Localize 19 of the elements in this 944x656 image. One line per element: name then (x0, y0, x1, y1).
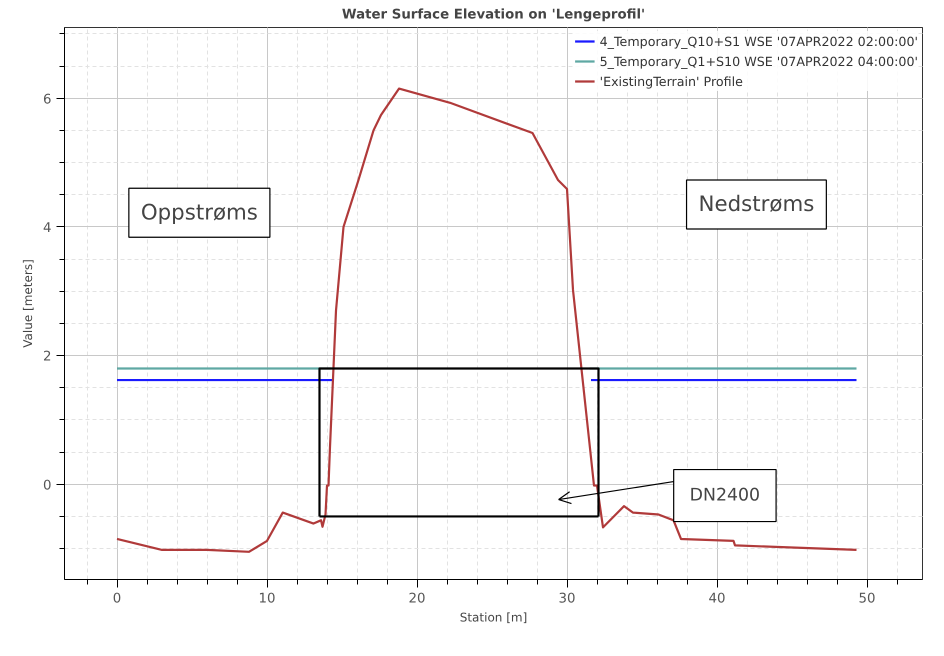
legend-label: 'ExistingTerrain' Profile (600, 74, 743, 88)
legend-label: 5_Temporary_Q1+S10 WSE '07APR2022 04:00:00' (600, 54, 918, 68)
x-tick-label: 10 (258, 592, 276, 606)
annotation: Oppstrøms (140, 200, 258, 226)
y-axis-title: Value [meters] (21, 259, 36, 348)
x-tick-label: 0 (112, 592, 122, 606)
x-tick-label: 30 (558, 592, 576, 606)
y-tick-label: 4 (43, 220, 52, 236)
y-tick-label: 0 (43, 478, 52, 494)
annotation: DN2400 (690, 486, 760, 506)
x-axis-title: Station [m] (460, 610, 528, 624)
y-tick-label: 6 (43, 92, 52, 108)
y-tick-label: 2 (43, 350, 52, 365)
legend-label: 4_Temporary_Q10+S1 WSE '07APR2022 02:00:00' (600, 34, 918, 48)
annotation: Nedstrøms (698, 192, 814, 217)
x-tick-label: 20 (408, 592, 426, 606)
x-tick-label: 40 (708, 592, 726, 606)
chart-title: Water Surface Elevation on 'Lengeprofil' (342, 8, 646, 22)
x-tick-label: 50 (858, 592, 876, 606)
